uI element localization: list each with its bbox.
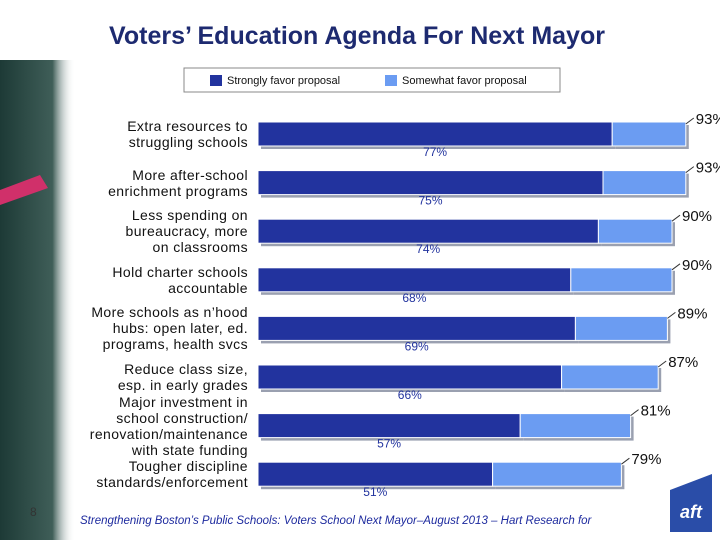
total-connector (685, 117, 695, 125)
value-label: 51% (363, 485, 387, 499)
category-label: Hold charter schools accountable (112, 263, 248, 296)
decor-chalk (0, 175, 48, 205)
slide-number: 8 (30, 505, 37, 519)
category-label: More after-school enrichment programs (108, 166, 248, 199)
legend-label: Strongly favor proposal (227, 75, 340, 87)
value-label: 69% (405, 339, 429, 353)
bar (602, 170, 687, 196)
value-label: 74% (416, 242, 440, 256)
logo: aft (670, 474, 712, 532)
total-label: 89% (677, 305, 707, 322)
bar (611, 121, 687, 147)
bar (257, 170, 604, 196)
category-label: More schools as n’hood hubs: open later,… (91, 304, 248, 353)
legend-label: Somewhat favor proposal (402, 75, 527, 87)
total-connector (671, 263, 681, 271)
bar (257, 121, 613, 147)
value-label: 75% (418, 194, 442, 208)
bar (570, 267, 673, 293)
total-label: 87% (668, 354, 698, 371)
bar (257, 461, 494, 487)
bar (492, 461, 622, 487)
total-label: 81% (641, 403, 671, 420)
bar (257, 267, 572, 293)
legend-swatch (385, 75, 397, 86)
total-connector (621, 457, 630, 465)
total-label: 90% (682, 257, 712, 274)
footer: Strengthening Boston’s Public Schools: V… (80, 515, 593, 527)
chart-title: Voters’ Education Agenda For Next Mayor (109, 22, 605, 50)
total-connector (671, 214, 681, 222)
value-label: 66% (398, 388, 422, 402)
value-label: 77% (423, 145, 447, 159)
category-label: Tougher discipline standards/enforcement (96, 458, 248, 491)
bar (257, 413, 521, 439)
total-connector (685, 166, 695, 174)
category-label: Less spending on bureaucracy, more on cl… (125, 207, 248, 256)
legend-box (183, 67, 561, 93)
total-label: 93% (696, 160, 720, 177)
bar (597, 218, 673, 244)
category-label: Major investment in school construction/… (89, 393, 248, 458)
total-label: 93% (696, 111, 720, 128)
total-label: 79% (631, 451, 661, 468)
bar (257, 218, 599, 244)
svg-text:aft: aft (680, 502, 703, 522)
category-label: Reduce class size, esp. in early grades (117, 361, 248, 393)
total-connector (657, 360, 667, 368)
total-connector (630, 409, 639, 417)
category-label: Extra resources to struggling schools (127, 118, 248, 150)
bar (257, 364, 563, 390)
bar (257, 315, 576, 341)
total-connector (667, 311, 676, 319)
bar (561, 364, 659, 390)
decor-board (0, 60, 75, 540)
value-label: 68% (402, 291, 426, 305)
value-label: 57% (377, 437, 401, 451)
bar (574, 315, 668, 341)
total-label: 90% (682, 208, 712, 225)
bar (519, 413, 632, 439)
legend-swatch (210, 75, 222, 86)
